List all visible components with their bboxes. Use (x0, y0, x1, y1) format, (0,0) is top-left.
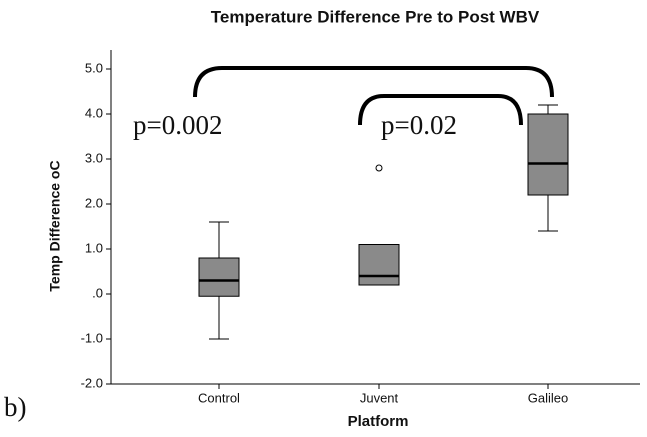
panel-label: b) (4, 392, 27, 422)
bracket (193, 66, 554, 98)
y-tick-label: 3.0 (85, 150, 103, 165)
box (358, 244, 400, 286)
y-tick-label: 5.0 (85, 60, 103, 75)
box (527, 113, 569, 196)
annotation: p=0.02 (381, 110, 457, 140)
x-tick-label: Galileo (528, 390, 568, 405)
y-tick-label: 2.0 (85, 195, 103, 210)
bracket (358, 94, 523, 126)
y-tick-label: -1.0 (81, 330, 103, 345)
x-tick-label: Juvent (360, 390, 399, 405)
chart-title: Temperature Difference Pre to Post WBV (211, 7, 540, 26)
x-tick-label: Control (198, 390, 240, 405)
x-axis-label: Platform (348, 413, 409, 430)
box (198, 257, 240, 297)
y-axis-label: Temp Difference oC (47, 160, 63, 291)
annotation: p=0.002 (133, 110, 222, 140)
y-tick-label: 1.0 (85, 240, 103, 255)
outlier (375, 164, 383, 172)
y-tick-label: .0 (92, 285, 103, 300)
y-tick-label: 4.0 (85, 105, 103, 120)
y-tick-label: -2.0 (81, 375, 103, 390)
